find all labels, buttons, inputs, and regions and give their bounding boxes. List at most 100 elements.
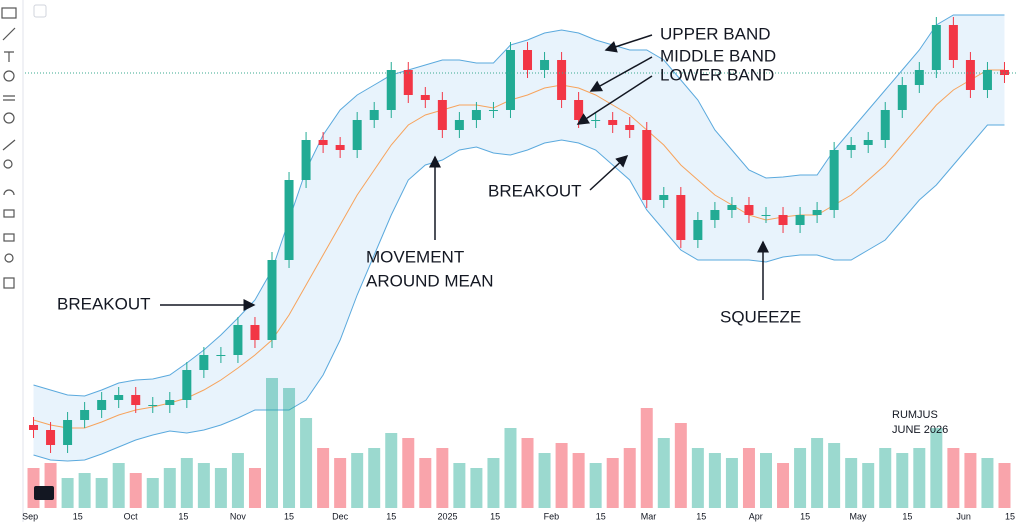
- tool-icon[interactable]: [3, 277, 15, 289]
- candle-body: [574, 100, 584, 120]
- tool-icon[interactable]: [3, 112, 15, 124]
- candle-body: [540, 60, 550, 70]
- candle-body: [182, 370, 192, 400]
- annotation: BREAKOUT: [57, 294, 151, 313]
- tool-icon[interactable]: [3, 233, 15, 242]
- volume-bar: [487, 458, 500, 508]
- candle-body: [454, 120, 464, 130]
- volume-bar: [896, 453, 909, 508]
- candle-body: [659, 195, 669, 200]
- x-tick-label: Sep: [22, 511, 38, 521]
- candle-body: [505, 50, 515, 110]
- volume-bar: [419, 458, 432, 508]
- candle-body: [284, 180, 294, 260]
- candle-body: [795, 215, 805, 225]
- x-tick-label: 15: [800, 511, 810, 521]
- volume-bar: [879, 448, 892, 508]
- volume-bar: [828, 443, 841, 508]
- volume-bar: [436, 448, 449, 508]
- arrow: [589, 154, 629, 191]
- candle-body: [744, 205, 754, 215]
- volume-bar: [845, 458, 858, 508]
- candle-body: [46, 430, 56, 445]
- x-tick-label: Feb: [544, 511, 560, 521]
- volume-bar: [197, 463, 210, 508]
- volume-bar: [572, 453, 585, 508]
- tool-icon[interactable]: [3, 159, 13, 169]
- tool-icon[interactable]: [2, 27, 16, 41]
- x-tick-label: Oct: [124, 511, 139, 521]
- tool-icon[interactable]: [3, 70, 15, 82]
- candle-body: [965, 60, 975, 90]
- volume-bar: [402, 438, 415, 508]
- candle-body: [216, 355, 226, 356]
- volume-bar: [657, 438, 670, 508]
- annotation: JUNE 2026: [892, 424, 948, 436]
- candle-body: [727, 205, 737, 210]
- logo: [34, 486, 54, 500]
- tool-icon[interactable]: [3, 95, 15, 101]
- x-tick-label: 15: [1005, 511, 1015, 521]
- volume-bar: [555, 443, 568, 508]
- volume-bar: [862, 463, 875, 508]
- volume-bar: [163, 468, 176, 508]
- plot-area: [27, 14, 1011, 508]
- x-tick-label: Dec: [332, 511, 349, 521]
- toolbar: [1, 0, 47, 522]
- candle-body: [97, 400, 107, 410]
- volume-bar: [368, 448, 381, 508]
- candle-body: [676, 195, 686, 240]
- annotation: LOWER BAND: [660, 65, 774, 84]
- candle-body: [625, 125, 635, 130]
- volume-bar: [112, 463, 125, 508]
- candle-body: [591, 120, 601, 121]
- annotation: SQUEEZE: [720, 307, 801, 326]
- candle-body: [369, 110, 379, 120]
- annotation: UPPER BAND: [660, 24, 771, 43]
- tool-icon[interactable]: [1, 7, 17, 19]
- candle-body: [642, 130, 652, 200]
- volume-bar: [470, 468, 483, 508]
- candle-body: [437, 100, 447, 130]
- volume-bar: [794, 448, 807, 508]
- candle-body: [999, 70, 1009, 75]
- volume-bar: [691, 448, 704, 508]
- candle-body: [846, 145, 856, 150]
- volume-bar: [180, 458, 193, 508]
- volume-bar: [283, 388, 296, 508]
- candle-body: [693, 220, 703, 240]
- candle-body: [29, 425, 39, 430]
- volume-bar: [129, 473, 142, 508]
- x-tick-label: 15: [902, 511, 912, 521]
- tool-icon[interactable]: [4, 51, 14, 62]
- candle-body: [488, 110, 498, 111]
- x-tick-label: 15: [490, 511, 500, 521]
- volume-bar: [964, 453, 977, 508]
- tool-icon[interactable]: [4, 253, 14, 263]
- candle-body: [199, 355, 209, 370]
- candle-body: [948, 25, 958, 60]
- x-tick-label: 15: [284, 511, 294, 521]
- x-tick-label: Apr: [749, 511, 763, 521]
- volume-bar: [708, 453, 721, 508]
- candle-body: [114, 395, 124, 400]
- candle-body: [914, 70, 924, 85]
- candle-body: [863, 140, 873, 145]
- candle-body: [880, 110, 890, 140]
- annotation: BREAKOUT: [488, 181, 582, 200]
- candle-body: [420, 95, 430, 100]
- volume-bar: [742, 448, 755, 508]
- tool-icon[interactable]: [3, 189, 15, 196]
- volume-bar: [334, 458, 347, 508]
- x-tick-label: 15: [696, 511, 706, 521]
- candle-body: [761, 215, 771, 216]
- toggle-button[interactable]: [33, 4, 47, 18]
- candle-body: [335, 145, 345, 150]
- x-tick-label: Mar: [641, 511, 657, 521]
- tool-icon[interactable]: [3, 209, 15, 218]
- volume-bar: [95, 478, 108, 508]
- annotation: MOVEMENT: [366, 247, 464, 266]
- candle-body: [80, 410, 90, 420]
- volume-bar: [214, 468, 227, 508]
- tool-icon[interactable]: [2, 139, 16, 151]
